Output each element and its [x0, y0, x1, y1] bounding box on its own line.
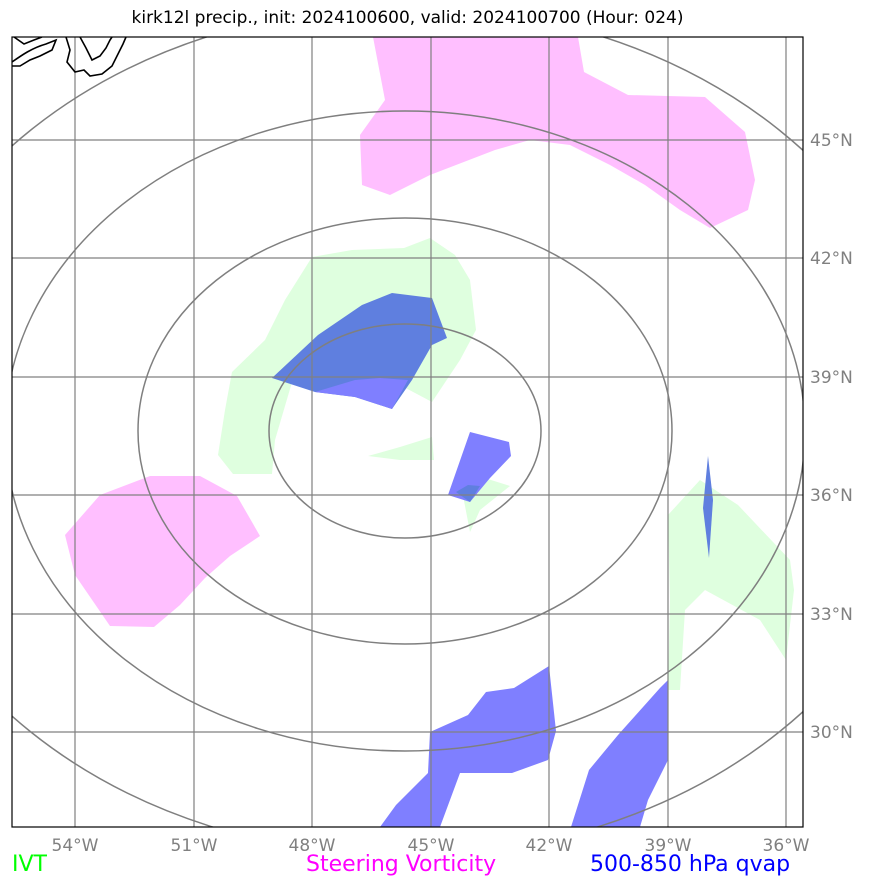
lat-label: 30°N — [810, 723, 853, 743]
qvap-region-center-overlap — [456, 485, 480, 502]
legend-ivt: IVT — [12, 852, 47, 877]
ivt-region-east — [668, 480, 794, 690]
lon-labels: 54°W 51°W 48°W 45°W 42°W 39°W 36°W — [52, 836, 810, 856]
map-title: kirk12l precip., init: 2024100600, valid… — [131, 8, 684, 28]
lon-label: 36°W — [763, 836, 810, 856]
range-ring-3 — [12, 110, 803, 752]
qvap-region-center — [448, 432, 511, 502]
lat-label: 39°N — [810, 368, 853, 388]
map-frame — [11, 36, 804, 828]
range-ring-2 — [137, 217, 673, 645]
vorticity-regions — [65, 37, 755, 627]
lon-label: 45°W — [408, 836, 455, 856]
lon-label: 54°W — [52, 836, 99, 856]
coastline — [12, 37, 127, 77]
vorticity-region-north — [360, 37, 755, 228]
lat-label: 33°N — [810, 605, 853, 625]
lon-label: 39°W — [645, 836, 692, 856]
lat-labels: 45°N 42°N 39°N 36°N 33°N 30°N — [810, 131, 853, 743]
legend-steering-vorticity: Steering Vorticity — [306, 852, 497, 877]
legend-qvap: 500-850 hPa qvap — [590, 852, 791, 877]
qvap-region-south-2 — [571, 680, 668, 827]
qvap-region-east-strip — [703, 456, 713, 558]
ivt-region-small — [368, 437, 434, 460]
range-rings — [12, 37, 803, 827]
qvap-region-north-lobe — [315, 378, 408, 409]
range-ring-1 — [268, 323, 542, 539]
vorticity-region-southwest — [65, 476, 260, 627]
lat-label: 42°N — [810, 249, 853, 269]
lon-label: 48°W — [289, 836, 336, 856]
lon-label: 42°W — [526, 836, 573, 856]
lon-label: 51°W — [171, 836, 218, 856]
graticule — [12, 37, 803, 827]
lat-label: 36°N — [810, 486, 853, 506]
lat-label: 45°N — [810, 131, 853, 151]
